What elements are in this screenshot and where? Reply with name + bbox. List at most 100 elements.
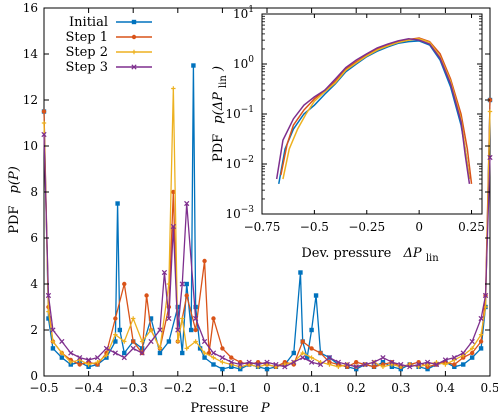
data-point-step-3 — [166, 315, 172, 322]
data-point-step-3 — [210, 350, 217, 356]
inset-y-tick-exponent: −1 — [241, 105, 254, 115]
inset-x-axis-label: Dev. pressure ΔP lin — [301, 246, 439, 264]
inset-series-line-step-1 — [280, 37, 473, 184]
inset-series-line-step-3 — [275, 37, 471, 185]
data-point-initial — [202, 355, 207, 360]
data-point-step-3 — [282, 364, 288, 370]
legend-marker — [131, 49, 137, 55]
inset-y-tick-base: 10 — [233, 57, 248, 71]
inset-x-tick-label: −0.25 — [348, 220, 385, 234]
data-point-initial — [148, 316, 154, 321]
legend-marker — [131, 19, 137, 25]
data-point-step-3 — [175, 327, 181, 333]
x-tick-label: −0.1 — [208, 381, 237, 395]
inset-x-axis-symbol: ΔP — [403, 246, 422, 261]
legend-marker — [131, 34, 137, 40]
data-point-step-2 — [131, 316, 136, 321]
data-point-initial — [291, 350, 296, 356]
data-point-step-3 — [478, 315, 484, 322]
data-point-step-1 — [202, 258, 207, 264]
data-point-step-3 — [103, 345, 110, 352]
data-point-step-3 — [353, 364, 359, 370]
data-point-initial — [264, 366, 270, 372]
data-point-step-3 — [130, 345, 136, 352]
data-point-step-3 — [161, 269, 168, 276]
x-tick-label: 0.1 — [302, 381, 321, 395]
data-point-step-3 — [487, 154, 493, 161]
x-tick-label: −0.4 — [74, 381, 104, 395]
data-point-step-3 — [407, 364, 413, 370]
data-point-initial — [313, 293, 319, 298]
inset-x-tick-labels: −0.75 −0.5 −0.25 0 0.25 — [244, 14, 485, 234]
data-point-step-1 — [327, 360, 332, 365]
data-point-initial — [113, 339, 118, 344]
data-point-step-2 — [309, 355, 314, 360]
data-point-step-2 — [180, 316, 185, 321]
data-point-initial — [59, 355, 65, 360]
inset-y-tick-exponent: −3 — [241, 205, 255, 215]
data-point-step-3 — [344, 361, 350, 368]
data-point-step-1 — [77, 362, 82, 367]
data-point-step-2 — [483, 304, 488, 310]
inset-y-axis-symbol: p(ΔP — [211, 92, 226, 124]
data-point-step-3 — [170, 223, 176, 230]
data-point-step-2 — [171, 86, 176, 91]
data-point-step-3 — [201, 338, 208, 345]
inset-y-tick-base: 10 — [225, 207, 240, 221]
data-point-step-1 — [478, 339, 484, 344]
data-point-step-3 — [442, 357, 449, 363]
data-point-step-3 — [112, 350, 118, 356]
data-point-step-1 — [131, 339, 136, 344]
legend-marker — [131, 64, 137, 70]
legend-label: Step 2 — [65, 45, 108, 60]
inset-y-tick-exponent: −2 — [241, 155, 254, 165]
legend-label: Initial — [69, 15, 108, 30]
inset-x-axis-subscript: lin — [426, 253, 439, 264]
data-point-step-2 — [175, 339, 180, 344]
data-point-step-2 — [68, 360, 73, 365]
x-tick-label: −0.5 — [29, 381, 58, 395]
data-point-step-2 — [220, 360, 225, 365]
data-point-step-2 — [211, 355, 216, 360]
data-point-step-2 — [50, 339, 56, 344]
data-point-step-3 — [389, 359, 395, 365]
data-point-step-1 — [229, 355, 234, 360]
y-axis-label: PDF p(P) — [7, 166, 22, 234]
data-point-step-3 — [139, 350, 145, 356]
data-point-step-3 — [362, 361, 368, 368]
data-point-step-1 — [211, 316, 216, 321]
data-point-step-3 — [68, 350, 74, 356]
data-point-step-3 — [264, 359, 270, 365]
inset-background — [262, 14, 482, 214]
data-point-step-3 — [273, 361, 279, 368]
inset-x-tick-label: 0.25 — [458, 220, 485, 234]
data-point-step-2 — [443, 362, 448, 367]
data-point-step-1 — [371, 364, 377, 369]
data-point-step-3 — [45, 292, 52, 299]
data-point-step-3 — [77, 354, 83, 361]
data-point-step-3 — [148, 338, 154, 345]
data-point-step-3 — [179, 281, 185, 287]
y-tick-label: 4 — [30, 277, 38, 291]
data-point-step-3 — [460, 350, 466, 356]
y-tick-label: 12 — [23, 93, 38, 107]
inset-x-tick-label: −0.75 — [244, 220, 281, 234]
data-point-initial — [104, 355, 109, 360]
data-point-step-1 — [220, 346, 225, 351]
data-point-initial — [77, 360, 82, 365]
inset-x-tick-label: 0 — [415, 220, 423, 234]
y-axis-symbol: p(P) — [7, 166, 22, 193]
data-point-step-1 — [354, 360, 359, 365]
data-point-initial — [354, 366, 359, 372]
data-point-step-2 — [157, 346, 163, 351]
data-point-initial — [191, 63, 196, 68]
data-point-step-3 — [228, 359, 234, 365]
data-point-step-3 — [335, 359, 341, 365]
x-tick-label: 0.5 — [480, 381, 498, 395]
y-tick-label: 14 — [23, 47, 39, 61]
data-point-initial — [425, 366, 430, 372]
data-point-step-3 — [94, 354, 101, 361]
data-point-step-2 — [469, 346, 475, 351]
